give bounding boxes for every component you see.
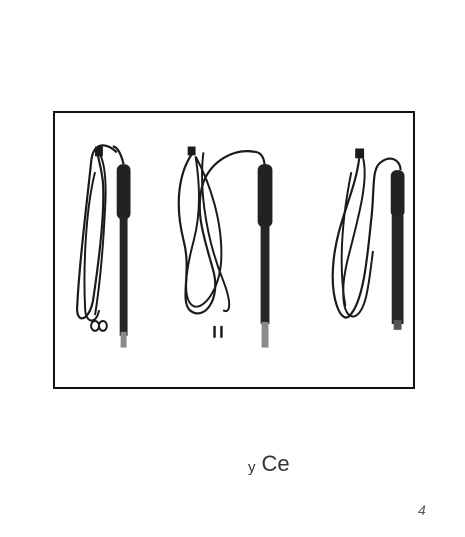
product-photo [53,111,415,389]
electrode-probe-2 [177,146,273,348]
probes-illustration [76,144,405,348]
caption-text: Ce [261,451,290,476]
page-mark: 4 [418,502,426,518]
caption: y Ce [248,451,290,477]
caption-prefix: y [248,459,256,476]
electrode-probe-1 [76,144,131,348]
electrode-probe-3 [331,148,405,330]
